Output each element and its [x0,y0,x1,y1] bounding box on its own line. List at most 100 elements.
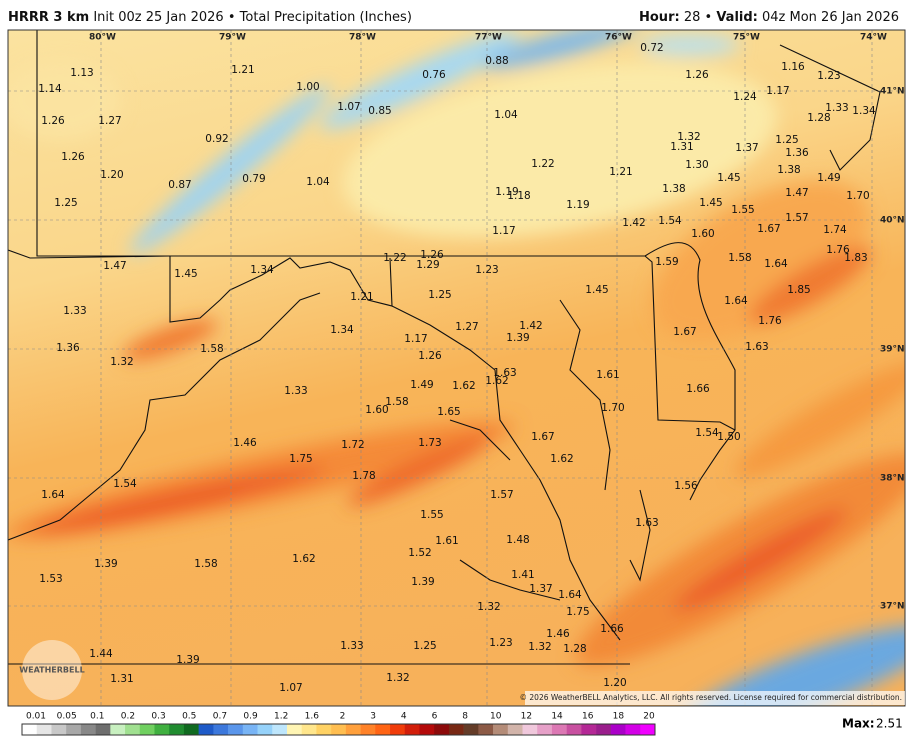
precip-label: 1.37 [529,583,552,595]
precip-label: 1.57 [785,212,808,224]
precip-label: 1.47 [785,187,808,199]
precip-label: 0.87 [168,179,191,191]
colorbar-label: 12 [521,712,532,722]
colorbar-swatch [66,724,82,735]
precip-label: 1.04 [494,109,518,121]
colorbar-label: 1.6 [305,712,320,722]
longitude-label: 77°W [475,33,502,43]
precip-label: 1.54 [658,215,682,227]
borders [8,30,881,665]
precip-label: 1.25 [413,640,436,652]
precip-label: 1.60 [691,228,714,240]
colorbar-label: 14 [551,712,563,722]
precip-label: 1.25 [428,289,451,301]
latitude-label: 39°N [880,345,905,355]
colorbar-swatch [286,724,302,735]
precip-label: 1.16 [781,61,805,73]
precip-label: 1.57 [490,489,513,501]
precip-label: 1.49 [817,172,840,184]
precip-label: 1.62 [452,380,475,392]
product: Total Precipitation (Inches) [239,10,412,25]
precip-label: 1.42 [519,320,542,332]
colorbar-swatch [596,724,612,735]
precip-label: 1.45 [699,197,722,209]
longitude-label: 79°W [219,33,246,43]
precip-label: 1.22 [531,158,554,170]
precip-label: 1.07 [337,101,360,113]
precip-label: 1.17 [492,225,515,237]
precip-label: 1.61 [435,535,458,547]
colorbar-swatch [434,724,450,735]
precip-label: 1.62 [485,375,508,387]
precip-label: 1.19 [495,186,518,198]
precip-label: 1.53 [39,573,62,585]
precip-label: 1.66 [686,383,710,395]
colorbar-swatch [183,724,199,735]
precip-label: 1.14 [38,83,62,95]
longitude-label: 74°W [860,33,887,43]
colorbar-swatch [154,724,170,735]
model: HRRR 3 km [8,10,90,25]
precip-label: 0.72 [640,42,663,54]
precip-label: 1.25 [54,197,77,209]
colorbar-label: 0.01 [26,712,46,722]
graticule [8,30,905,706]
precip-label: 1.41 [511,569,534,581]
precip-label: 1.46 [233,437,257,449]
precip-label: 1.36 [785,147,809,159]
precip-label: 1.63 [493,367,516,379]
colorbar: 0.01 0.05 0.1 0.2 0.3 0.5 0.7 0.9 1.2 1.6 2 3 4 6 8 10 1… [21,712,656,736]
precip-label: 1.21 [350,291,373,303]
precip-label: 1.34 [250,264,274,276]
colorbar-swatch [551,724,567,735]
precip-label: 1.36 [56,342,80,354]
precip-label: 1.59 [655,256,678,268]
precip-label: 1.27 [98,115,121,127]
colorbar-swatch [581,724,597,735]
colorbar-swatch [110,724,126,735]
init: Init 00z 25 Jan 2026 [93,10,224,25]
precip-label: 1.66 [600,623,624,635]
precip-label: 1.60 [365,404,388,416]
header-left: HRRR 3 km Init 00z 25 Jan 2026 • Total P… [8,10,412,25]
precip-label: 0.79 [242,173,265,185]
precip-label: 1.75 [566,606,589,618]
colorbar-label: 18 [613,712,625,722]
precip-label: 1.00 [296,81,319,93]
precip-label: 1.45 [717,172,740,184]
precip-label: 1.13 [70,67,93,79]
precip-label: 1.24 [733,91,757,103]
precip-label: 1.67 [757,223,780,235]
precip-label: 1.78 [352,470,375,482]
precip-label: 1.23 [489,637,512,649]
colorbar-swatch [331,724,347,735]
colorbar-swatch [360,724,376,735]
precip-label: 1.26 [41,115,65,127]
colorbar-label: 10 [490,712,502,722]
hour-label: Hour: [639,10,680,25]
latitude-label: 41°N [880,87,905,97]
precip-label: 1.39 [94,558,117,570]
precip-label: 1.47 [103,260,126,272]
precip-label: 1.76 [758,315,782,327]
precip-label: 1.48 [506,534,529,546]
precip-label: 1.32 [528,641,551,653]
precip-label: 1.20 [100,169,123,181]
precip-label: 0.85 [368,105,391,117]
precip-label: 1.62 [292,553,315,565]
precip-label: 1.44 [89,648,113,660]
colorbar-swatch [493,724,509,735]
precip-label: 1.28 [807,112,830,124]
precip-label: 1.58 [194,558,217,570]
colorbar-label: 8 [462,712,468,722]
precip-label: 1.39 [411,576,434,588]
colorbar-swatch [507,724,523,735]
precip-label: 1.19 [566,199,589,211]
colorbar-swatch [169,724,185,735]
colorbar-swatch [404,724,420,735]
colorbar-swatch [463,724,479,735]
colorbar-swatch [80,724,96,735]
precip-label: 1.32 [677,131,700,143]
precip-label: 1.39 [176,654,199,666]
